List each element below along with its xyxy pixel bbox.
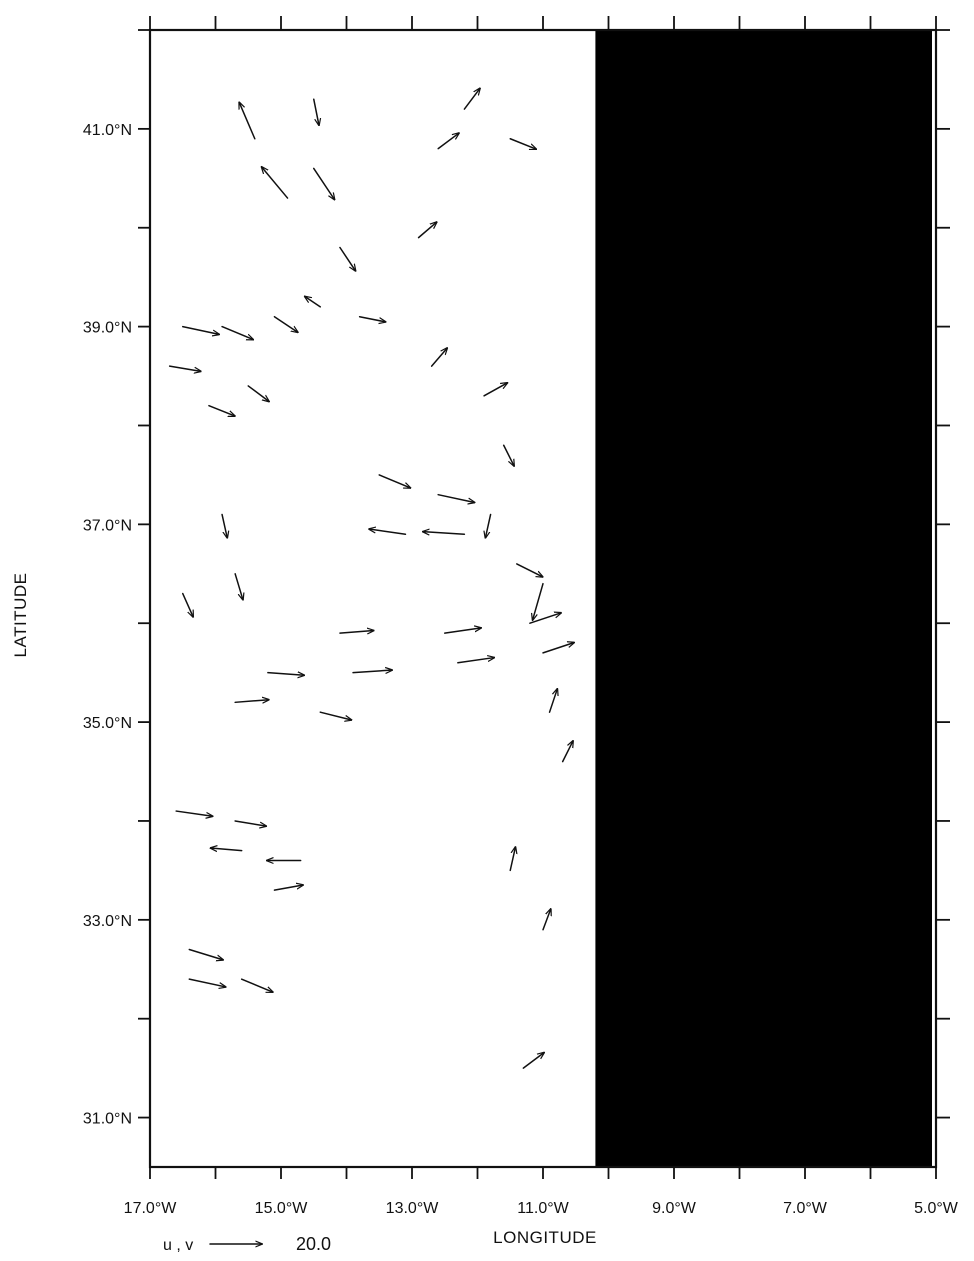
velocity-vector — [221, 513, 227, 537]
velocity-vector — [548, 689, 558, 713]
velocity-vector — [444, 628, 481, 634]
velocity-vector — [168, 365, 201, 371]
velocity-vector — [463, 88, 480, 110]
velocity-vector — [211, 848, 243, 851]
velocity-vector — [352, 670, 392, 673]
velocity-vector — [516, 563, 543, 577]
velocity-vector — [273, 315, 297, 333]
reference-vector-label: u , v — [163, 1237, 193, 1254]
velocity-vector — [378, 474, 410, 488]
velocity-vector — [182, 592, 193, 617]
y-axis-title: LATITUDE — [11, 573, 30, 658]
velocity-vector — [457, 658, 494, 664]
y-tick-label: 33.0°N — [83, 913, 132, 930]
velocity-vector — [234, 573, 243, 600]
axis-ticks — [138, 16, 950, 1179]
y-tick-label: 41.0°N — [83, 122, 132, 139]
velocity-vector — [533, 582, 544, 620]
velocity-vector — [430, 348, 448, 367]
velocity-vector — [509, 847, 515, 872]
velocity-vector — [262, 167, 289, 199]
velocity-vectors — [168, 88, 575, 1069]
velocity-vector — [313, 98, 319, 125]
velocity-vector — [485, 513, 492, 537]
velocity-vector — [313, 167, 335, 199]
velocity-vector — [319, 711, 351, 720]
velocity-vector — [247, 385, 269, 402]
velocity-vector — [502, 444, 514, 466]
velocity-vector — [437, 493, 474, 503]
velocity-vector — [561, 741, 573, 763]
x-tick-label: 13.0°W — [386, 1200, 440, 1217]
x-tick-label: 9.0°W — [652, 1200, 697, 1217]
velocity-vector — [542, 909, 551, 931]
y-tick-label: 39.0°N — [83, 320, 132, 337]
velocity-vector — [267, 673, 304, 676]
velocity-vector — [175, 810, 212, 816]
velocity-vector — [437, 133, 459, 150]
reference-vector-legend: u , v 20.0 — [163, 1234, 331, 1254]
velocity-vector — [483, 383, 507, 397]
velocity-vector — [542, 642, 574, 654]
velocity-vector — [273, 885, 303, 891]
velocity-vector — [529, 613, 561, 624]
velocity-vector — [305, 296, 322, 308]
velocity-vector — [239, 102, 256, 140]
x-tick-label: 5.0°W — [914, 1200, 959, 1217]
velocity-vector — [221, 325, 253, 340]
x-tick-label: 17.0°W — [124, 1200, 178, 1217]
velocity-vector — [234, 820, 266, 826]
velocity-vector — [358, 315, 386, 322]
y-tick-label: 31.0°N — [83, 1111, 132, 1128]
velocity-vector — [182, 325, 219, 335]
velocity-vector — [208, 404, 235, 416]
reference-vector-magnitude: 20.0 — [296, 1234, 331, 1254]
y-tick-label: 37.0°N — [83, 517, 132, 534]
velocity-vector — [417, 222, 437, 239]
x-tick-label: 11.0°W — [517, 1200, 569, 1217]
velocity-vector — [234, 700, 269, 703]
velocity-vector — [369, 529, 407, 535]
velocity-vector — [240, 978, 273, 992]
y-tick-labels: 31.0°N 33.0°N 35.0°N 37.0°N 39.0°N 41.0°N — [83, 122, 132, 1128]
y-tick-label: 35.0°N — [83, 715, 132, 732]
x-tick-label: 15.0°W — [255, 1200, 309, 1217]
x-axis-title: LONGITUDE — [493, 1228, 597, 1247]
velocity-vector — [339, 631, 374, 634]
velocity-vector — [423, 532, 466, 535]
velocity-vector — [339, 246, 356, 271]
velocity-vector — [509, 138, 536, 149]
x-tick-labels: 17.0°W 15.0°W 13.0°W 11.0°W 9.0°W 7.0°W 5.0°W — [124, 1200, 959, 1217]
velocity-vector — [522, 1053, 544, 1069]
velocity-vector — [188, 978, 225, 987]
velocity-vector — [188, 948, 223, 959]
x-tick-label: 7.0°W — [783, 1200, 828, 1217]
land-mask — [595, 30, 932, 1167]
